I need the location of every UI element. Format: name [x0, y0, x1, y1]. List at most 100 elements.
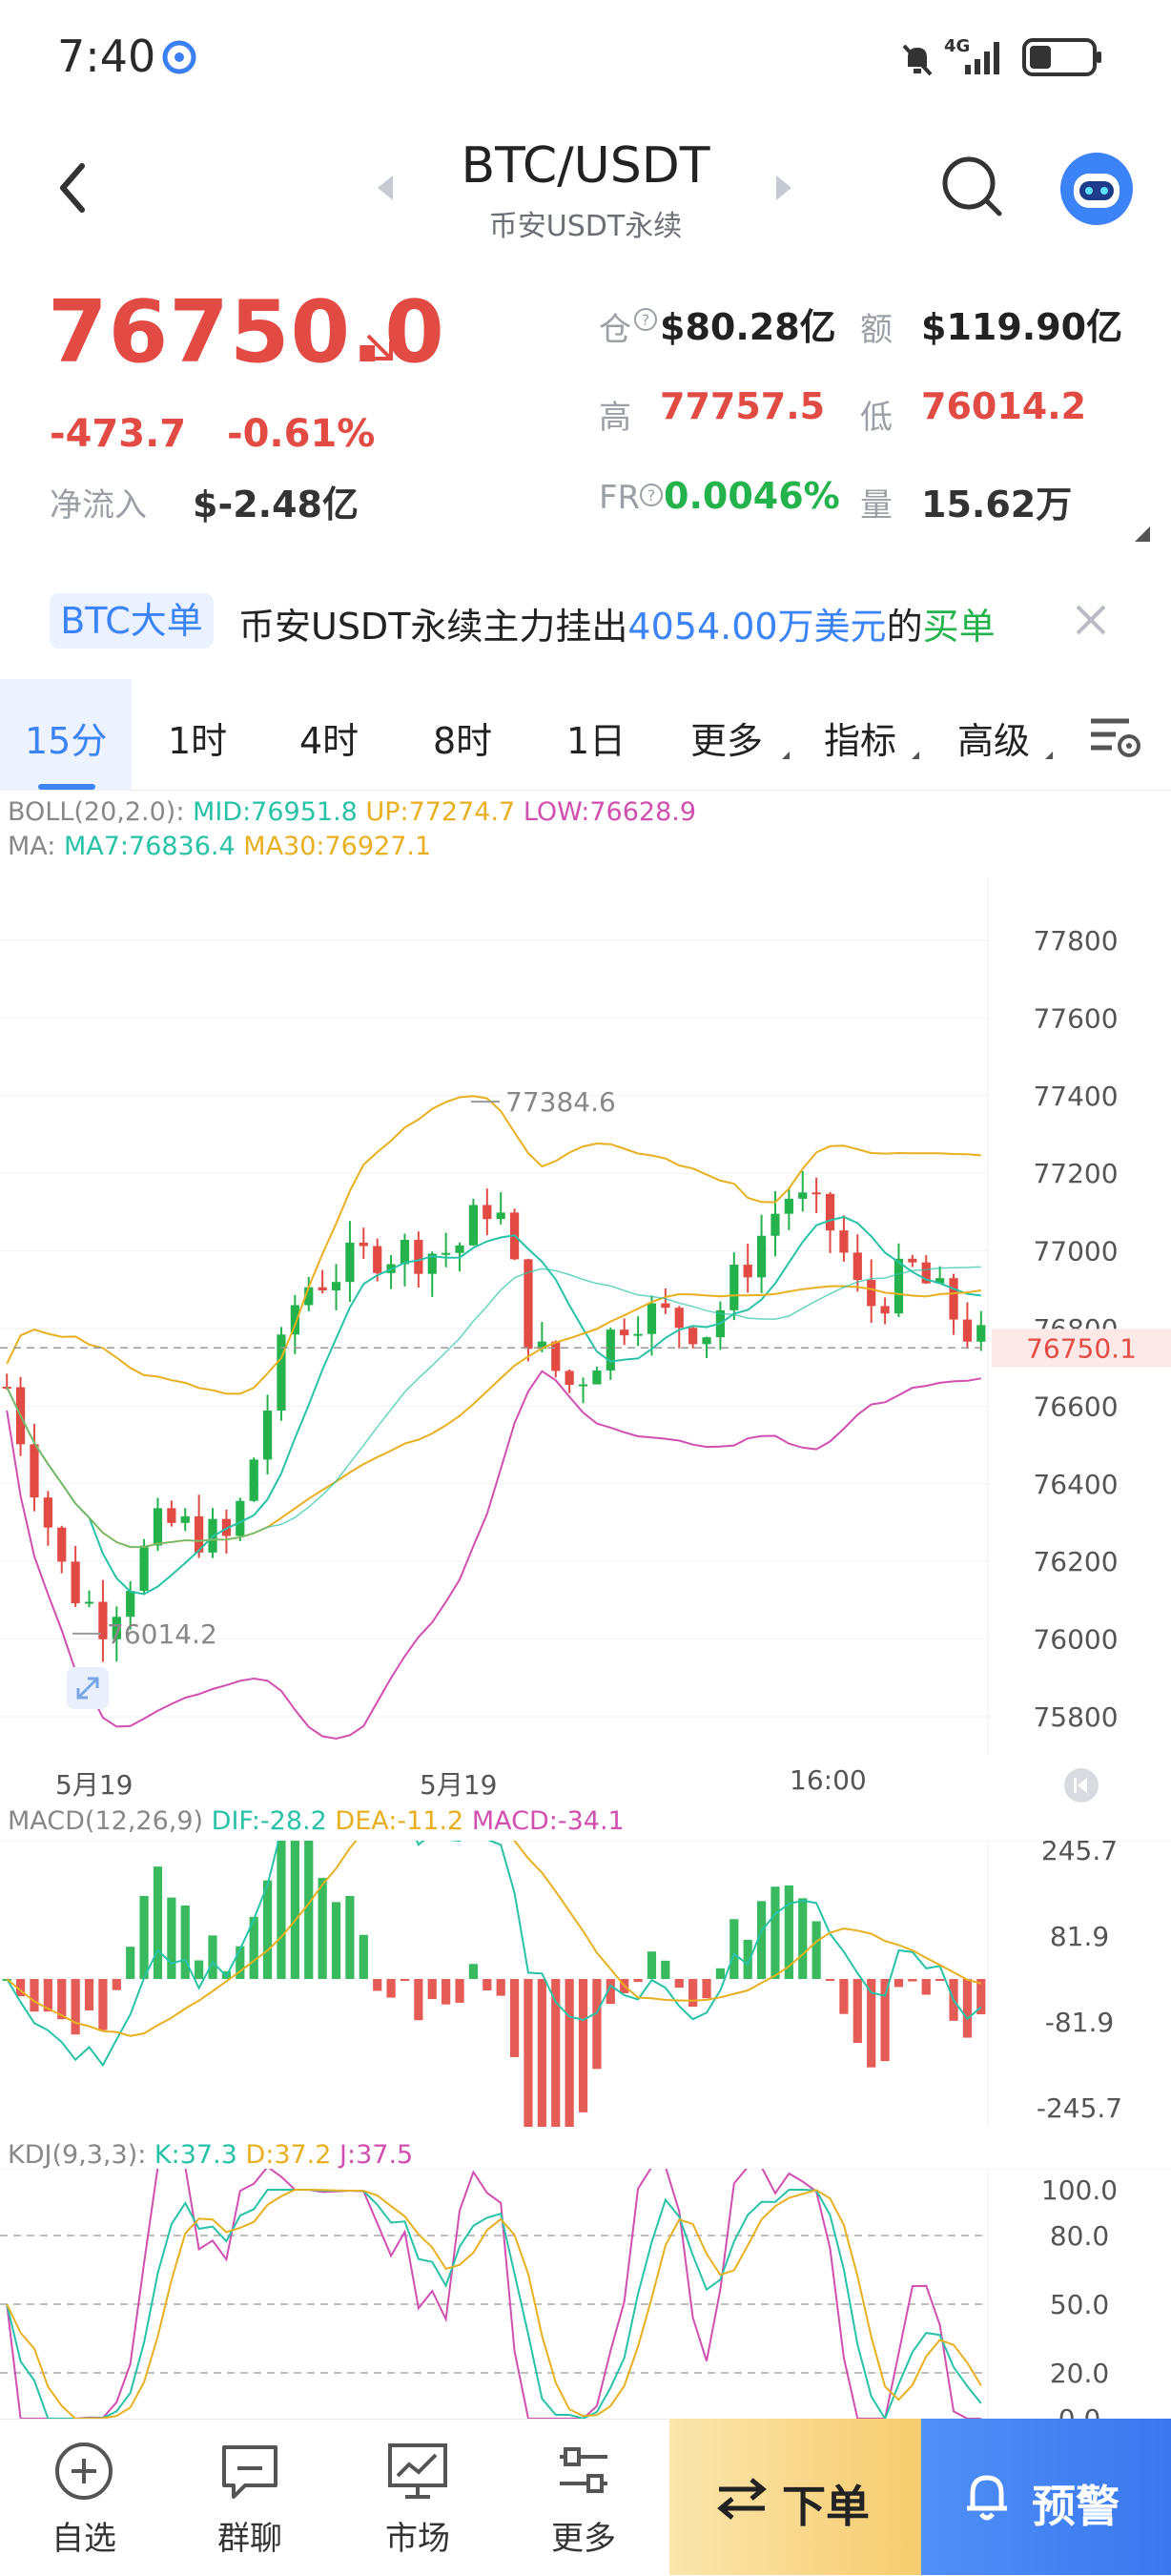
fr-info-icon[interactable]: ?	[639, 483, 664, 507]
macd-histogram-bar	[112, 1979, 121, 1990]
candlestick-chart[interactable]: 7780077600774007720077000768007660076400…	[0, 877, 1171, 1755]
price-axis-label: 76400	[1033, 1469, 1118, 1500]
oi-value: $80.28亿	[660, 306, 836, 348]
candle-body	[126, 1591, 135, 1618]
macd-histogram-bar	[688, 1979, 698, 2008]
candle-body	[98, 1601, 108, 1639]
candle-body	[290, 1305, 299, 1335]
macd-histogram-bar	[935, 1979, 945, 1981]
candle-body	[345, 1242, 355, 1283]
macd-histogram-bar	[208, 1935, 217, 1979]
status-bar: 7:40 4G	[0, 0, 1171, 114]
candle-body	[921, 1262, 931, 1284]
amount-label: 额	[860, 311, 893, 349]
candle-body	[483, 1205, 492, 1220]
candle-body	[84, 1601, 94, 1604]
ticker-text: 币安USDT永续主力挂出4054.00万美元的买单	[238, 597, 996, 649]
candle-body	[236, 1500, 245, 1536]
candle-body	[551, 1341, 561, 1371]
kdj-legend: KDJ(9,3,3): K:37.3 D:37.2 J:37.5	[8, 2140, 413, 2170]
close-ticker-button[interactable]	[1072, 601, 1110, 639]
macd-histogram-bar	[468, 1964, 479, 1979]
macd-histogram-bar	[304, 1841, 314, 1979]
macd-histogram-bar	[647, 1951, 657, 1979]
prev-pair-arrow-icon[interactable]	[374, 174, 397, 202]
vol-value: 15.62万	[921, 484, 1073, 526]
macd-histogram-bar	[153, 1866, 163, 1979]
tab-4h[interactable]: 4时	[299, 720, 360, 762]
candle-body	[304, 1287, 314, 1306]
price-axis-label: 77600	[1033, 1002, 1118, 1034]
tab-more[interactable]: 更多	[690, 720, 764, 762]
kdj-d-line	[6, 2189, 982, 2419]
ma30-line	[6, 1285, 981, 1549]
macd-histogram-bar	[551, 1979, 561, 2127]
tab-8h[interactable]: 8时	[433, 720, 493, 762]
order-button-label: 下单	[782, 2481, 870, 2532]
macd-histogram-bar	[167, 1897, 176, 1979]
nav-market[interactable]: 市场	[351, 2438, 484, 2559]
robot-avatar[interactable]	[1058, 151, 1135, 227]
search-button[interactable]	[938, 153, 1007, 221]
high-label: 高	[599, 399, 631, 437]
candle-body	[908, 1258, 917, 1263]
candle-body	[880, 1306, 890, 1314]
candle-body	[674, 1308, 684, 1329]
ma30-value: MA30:76927.1	[243, 832, 432, 861]
macd-histogram-bar	[578, 1979, 588, 2112]
alert-button-label: 预警	[1032, 2481, 1120, 2532]
candle-body	[262, 1411, 273, 1460]
scroll-to-latest-button[interactable]	[1064, 1768, 1099, 1803]
tab-1h[interactable]: 1时	[168, 720, 228, 762]
macd-histogram-bar	[195, 1960, 204, 1979]
svg-text:?: ?	[647, 486, 656, 505]
kdj-chart[interactable]: 100.0 80.0 50.0 20.0 0.0	[0, 2169, 1171, 2419]
fullscreen-toggle-icon[interactable]	[67, 1667, 109, 1709]
candle-body	[811, 1192, 821, 1195]
info-icon[interactable]: ?	[633, 307, 658, 332]
macd-histogram-bar	[702, 1979, 711, 1999]
tab-1d[interactable]: 1日	[566, 720, 627, 762]
candle-body	[949, 1278, 958, 1320]
nav-watchlist-label: 自选	[51, 2520, 116, 2558]
macd-chart[interactable]: 245.7 81.9 -81.9 -245.7	[0, 1841, 1171, 2127]
candle-body	[249, 1459, 258, 1501]
chart-settings-icon	[1091, 718, 1140, 757]
macd-histogram-bar	[496, 1979, 505, 1996]
macd-histogram-bar	[606, 1979, 615, 2005]
tab-15m[interactable]: 15分	[25, 720, 108, 762]
tab-advanced[interactable]: 高级	[957, 720, 1031, 762]
macd-legend: MACD(12,26,9) DIF:-28.2 DEA:-11.2 MACD:-…	[8, 1806, 625, 1836]
next-pair-arrow-icon[interactable]	[772, 174, 795, 202]
price-axis-label: 77400	[1033, 1081, 1118, 1112]
macd-histogram-bar	[249, 1916, 258, 1979]
macd-histogram-bar	[715, 1968, 726, 1979]
candle-body	[195, 1515, 204, 1553]
nav-chat[interactable]: 群聊	[183, 2438, 317, 2559]
candle-body	[661, 1303, 670, 1309]
pair-title[interactable]: BTC/USDT	[461, 137, 710, 195]
candle-body	[839, 1230, 849, 1253]
tab-indicators[interactable]: 指标	[824, 720, 897, 762]
macd-histogram-bar	[386, 1979, 396, 1998]
expand-corner-icon[interactable]	[1135, 526, 1150, 542]
candle-body	[592, 1370, 602, 1385]
nav-more[interactable]: 更多	[517, 2438, 650, 2559]
back-button[interactable]	[50, 155, 97, 221]
candle-body	[400, 1240, 410, 1265]
chart-settings-button[interactable]	[1087, 710, 1144, 763]
app-notification-icon	[160, 38, 198, 76]
macd-axis-label: 245.7	[1041, 1841, 1118, 1866]
macd-histogram-bar	[359, 1934, 368, 1979]
macd-histogram-bar	[894, 1979, 904, 1988]
alert-button[interactable]: 预警	[921, 2419, 1171, 2575]
signal-icon: 4G	[944, 36, 1011, 78]
low-label: 低	[860, 399, 893, 437]
macd-histogram-bar	[236, 1946, 245, 1979]
price-change: -473.7	[50, 412, 187, 456]
candle-body	[853, 1252, 862, 1281]
nav-watchlist[interactable]: 自选	[17, 2438, 151, 2559]
macd-histogram-bar	[633, 1979, 643, 1983]
candle-body	[620, 1329, 629, 1336]
order-button[interactable]: 下单	[669, 2419, 921, 2575]
